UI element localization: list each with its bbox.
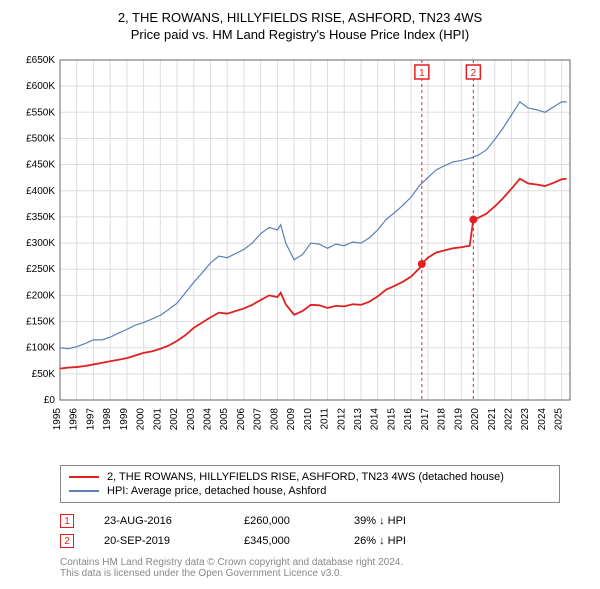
svg-text:2007: 2007	[253, 408, 264, 431]
sale-marker-icon: 1	[60, 514, 74, 528]
svg-text:£300K: £300K	[26, 238, 55, 249]
svg-text:2020: 2020	[470, 408, 481, 431]
svg-text:2001: 2001	[152, 408, 163, 431]
svg-text:2021: 2021	[487, 408, 498, 431]
sale-row: 1 23-AUG-2016 £260,000 39% ↓ HPI	[60, 511, 560, 531]
footer-attribution: Contains HM Land Registry data © Crown c…	[60, 557, 560, 579]
svg-text:2024: 2024	[537, 408, 548, 431]
svg-text:2002: 2002	[169, 408, 180, 431]
svg-text:£400K: £400K	[26, 186, 55, 197]
svg-text:£650K: £650K	[26, 55, 55, 66]
svg-text:2: 2	[471, 68, 477, 79]
svg-text:£0: £0	[44, 395, 56, 406]
sale-date: 23-AUG-2016	[104, 515, 214, 527]
legend-label: 2, THE ROWANS, HILLYFIELDS RISE, ASHFORD…	[107, 471, 504, 483]
svg-text:2003: 2003	[186, 408, 197, 431]
svg-text:2019: 2019	[453, 408, 464, 431]
legend-swatch	[69, 490, 99, 492]
legend-swatch	[69, 476, 99, 478]
price-chart: £0 £50K £100K £150K £200K £250K £300K £350K £400…	[10, 50, 590, 450]
svg-text:2008: 2008	[269, 408, 280, 431]
svg-text:£600K: £600K	[26, 81, 55, 92]
svg-text:2013: 2013	[353, 408, 364, 431]
sale-price: £260,000	[244, 515, 324, 527]
svg-text:1999: 1999	[119, 408, 130, 431]
svg-text:1997: 1997	[85, 408, 96, 431]
svg-text:1: 1	[419, 68, 425, 79]
legend-label: HPI: Average price, detached house, Ashf…	[107, 485, 326, 497]
svg-text:£500K: £500K	[26, 133, 55, 144]
svg-text:2009: 2009	[286, 408, 297, 431]
svg-text:2023: 2023	[520, 408, 531, 431]
svg-text:2005: 2005	[219, 408, 230, 431]
sale-delta: 26% ↓ HPI	[354, 535, 444, 547]
svg-text:2000: 2000	[136, 408, 147, 431]
svg-text:£50K: £50K	[32, 369, 56, 380]
sale-date: 20-SEP-2019	[104, 535, 214, 547]
sale-price: £345,000	[244, 535, 324, 547]
svg-text:£250K: £250K	[26, 264, 55, 275]
sales-table: 1 23-AUG-2016 £260,000 39% ↓ HPI 2 20-SE…	[60, 511, 560, 551]
svg-text:2012: 2012	[336, 408, 347, 431]
svg-text:£100K: £100K	[26, 343, 55, 354]
svg-text:2006: 2006	[236, 408, 247, 431]
svg-text:2015: 2015	[386, 408, 397, 431]
legend-item: HPI: Average price, detached house, Ashf…	[69, 484, 551, 498]
svg-text:1995: 1995	[52, 408, 63, 431]
svg-text:2014: 2014	[370, 408, 381, 431]
svg-text:£450K: £450K	[26, 160, 55, 171]
svg-text:2010: 2010	[303, 408, 314, 431]
svg-text:2004: 2004	[202, 408, 213, 431]
svg-text:£350K: £350K	[26, 212, 55, 223]
legend-item: 2, THE ROWANS, HILLYFIELDS RISE, ASHFORD…	[69, 470, 551, 484]
svg-text:2016: 2016	[403, 408, 414, 431]
svg-text:2011: 2011	[320, 408, 331, 430]
svg-text:1996: 1996	[69, 408, 80, 431]
sale-marker-icon: 2	[60, 534, 74, 548]
svg-text:2025: 2025	[554, 408, 565, 431]
svg-text:1998: 1998	[102, 408, 113, 431]
chart-subtitle: Price paid vs. HM Land Registry's House …	[10, 27, 590, 42]
svg-text:2018: 2018	[437, 408, 448, 431]
svg-text:£200K: £200K	[26, 290, 55, 301]
svg-text:2017: 2017	[420, 408, 431, 431]
svg-text:£550K: £550K	[26, 107, 55, 118]
footer-line: This data is licensed under the Open Gov…	[60, 568, 560, 579]
chart-title: 2, THE ROWANS, HILLYFIELDS RISE, ASHFORD…	[10, 10, 590, 25]
sale-delta: 39% ↓ HPI	[354, 515, 444, 527]
chart-area: £0 £50K £100K £150K £200K £250K £300K £350K £400…	[10, 50, 590, 455]
legend-box: 2, THE ROWANS, HILLYFIELDS RISE, ASHFORD…	[60, 465, 560, 503]
footer-line: Contains HM Land Registry data © Crown c…	[60, 557, 560, 568]
svg-text:2022: 2022	[503, 408, 514, 431]
svg-text:£150K: £150K	[26, 317, 55, 328]
sale-row: 2 20-SEP-2019 £345,000 26% ↓ HPI	[60, 531, 560, 551]
